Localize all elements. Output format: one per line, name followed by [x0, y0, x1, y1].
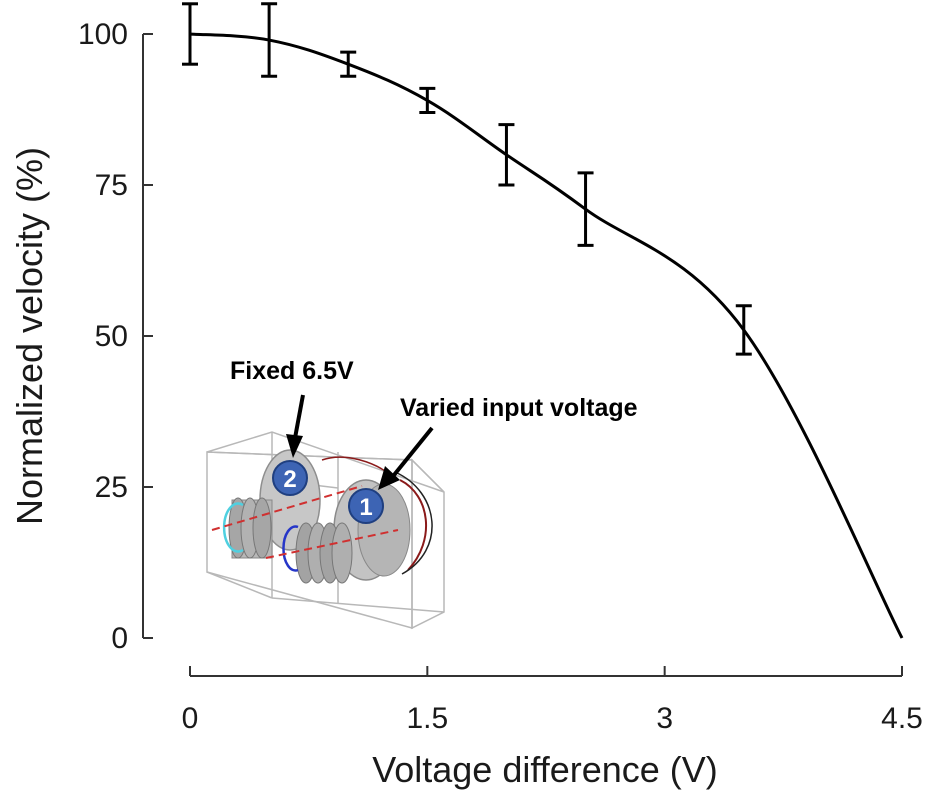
- x-ticks: 0 1.5 3 4.5: [182, 666, 923, 735]
- y-tick-label: 100: [78, 18, 128, 51]
- y-tick-label: 50: [95, 320, 128, 353]
- shaft-axis-1: [265, 529, 399, 559]
- x-tick-label: 4.5: [881, 702, 923, 735]
- annotation-fixed-voltage: Fixed 6.5V: [230, 357, 354, 385]
- annotation-arrow-fixed: [286, 394, 305, 458]
- badge-2-label: 2: [283, 466, 296, 493]
- series-line: [189, 32, 904, 639]
- x-tick-label: 0: [182, 702, 199, 735]
- x-axis-title: Voltage difference (V): [372, 749, 718, 790]
- annotations: Fixed 6.5V Varied input voltage: [230, 357, 638, 490]
- shaft-axis-2: [211, 485, 363, 531]
- actuator-inset-illustration: 2 1: [206, 431, 445, 630]
- annotation-varied-voltage: Varied input voltage: [400, 394, 638, 422]
- y-tick-label: 25: [95, 471, 128, 504]
- annotation-arrow-varied: [378, 426, 434, 490]
- x-tick-label: 3: [656, 702, 673, 735]
- y-ticks: 0 25 50 75 100: [78, 18, 153, 655]
- series-layer: [189, 32, 904, 639]
- y-tick-label: 75: [95, 169, 128, 202]
- x-tick-label: 1.5: [406, 702, 448, 735]
- y-tick-label: 0: [111, 622, 128, 655]
- badge-1-label: 1: [359, 494, 372, 521]
- error-bars: [182, 2, 752, 356]
- badge-2: 2: [272, 460, 308, 496]
- y-axis-title: Normalized velocity (%): [9, 147, 50, 525]
- axes: 0 25 50 75 100 0 1.5 3 4.5 Normalized velocity …: [9, 18, 923, 790]
- badge-1: 1: [348, 488, 384, 524]
